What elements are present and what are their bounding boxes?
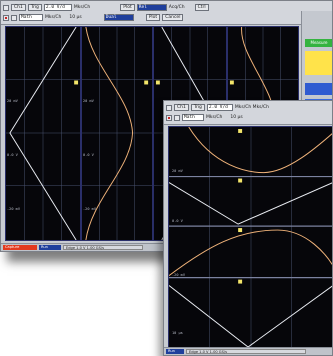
status-bar: Run Edge 1.0 V 1.00 GS/s xyxy=(164,347,332,355)
trace-orange-2 xyxy=(85,27,134,240)
record-icon[interactable] xyxy=(3,14,9,21)
plot-panel-1[interactable] xyxy=(5,26,81,241)
stacked-plot-svg xyxy=(169,127,332,347)
channel-button[interactable]: Ch1 xyxy=(11,4,26,11)
marker-3 xyxy=(155,80,160,85)
grid-label: -20 mV xyxy=(172,273,185,277)
run-status: Run xyxy=(166,349,184,354)
channel-icon[interactable] xyxy=(3,4,9,11)
marker-1 xyxy=(74,80,79,85)
marker-b xyxy=(238,178,243,183)
trigger-status: Edge 1.0 V 1.00 GS/s xyxy=(63,245,143,250)
dual-field[interactable]: Dual xyxy=(103,14,134,21)
plot-panel-2[interactable] xyxy=(81,26,153,241)
marker-c xyxy=(238,228,243,233)
scale-field[interactable]: 2.0 V/d xyxy=(43,4,72,11)
acq-label: Acq/Ch xyxy=(168,5,185,10)
stop-icon[interactable] xyxy=(11,14,17,21)
stop-icon[interactable] xyxy=(174,114,180,121)
timebase-label: 10 μs xyxy=(230,115,243,120)
run-status: Run xyxy=(39,245,61,250)
plot-button[interactable]: Plot xyxy=(120,4,135,11)
toolbar-row-2: Math Mks/Ch 10 μs xyxy=(166,113,243,122)
ctrl-button[interactable]: Ctrl xyxy=(194,4,209,11)
yellow-panel[interactable] xyxy=(305,51,332,75)
plot-panel-stacked[interactable] xyxy=(168,126,332,348)
channel-icon[interactable] xyxy=(166,104,172,111)
marks-label-2: Mks/Ch xyxy=(45,15,62,20)
grid-label: 20 mV xyxy=(172,169,183,173)
grid-label: -20 mV xyxy=(83,207,96,211)
trigger-button[interactable]: Trig xyxy=(27,4,42,11)
marks-label: Mks/Ch Mks/Ch xyxy=(234,105,270,110)
marker-d xyxy=(238,279,243,284)
grid-label: 0.0 V xyxy=(172,219,183,223)
trace-white-b xyxy=(169,182,332,225)
toolbar: Ch1 Trig 2.0 V/d Mks/Ch Plot Rel Acq/Ch … xyxy=(1,1,332,25)
trace-orange-c xyxy=(169,229,332,277)
grid-label: 20 mV xyxy=(83,99,94,103)
marks-label: Mks/Ch xyxy=(73,5,91,10)
marker-4 xyxy=(229,80,234,85)
record-icon[interactable] xyxy=(166,114,172,121)
blue-panel[interactable] xyxy=(305,83,332,95)
scale-field[interactable]: 2.0 V/d xyxy=(206,104,233,111)
timebase-label: 10 μs xyxy=(69,15,82,20)
grid-label: 0.0 V xyxy=(83,153,94,157)
trigger-status: Edge 1.0 V 1.00 GS/s xyxy=(186,349,306,354)
trace-white-1 xyxy=(9,27,77,240)
cancel-button[interactable]: Cancel xyxy=(162,14,184,21)
grid-label: -20 mV xyxy=(7,207,20,211)
rel-field[interactable]: Rel xyxy=(136,4,167,11)
marker-2 xyxy=(144,80,149,85)
measure-tab[interactable]: Measure xyxy=(305,39,332,47)
toolbar: Ch1 Trig 2.0 V/d Mks/Ch Mks/Ch Math Mks/… xyxy=(164,101,332,125)
toolbar-row-1: Ch1 Trig 2.0 V/d Mks/Ch Plot Rel Acq/Ch … xyxy=(3,3,209,12)
capture-status: Capture xyxy=(3,245,37,250)
plot-1-svg xyxy=(6,27,80,240)
scope-window-front: Ch1 Trig 2.0 V/d Mks/Ch Mks/Ch Math Mks/… xyxy=(163,100,333,356)
trace-white-d xyxy=(169,285,332,347)
trace-orange-a xyxy=(188,127,332,174)
plot-button-2[interactable]: Plot xyxy=(145,14,161,21)
grid-label: 0.0 V xyxy=(7,153,18,157)
channel-button[interactable]: Ch1 xyxy=(174,104,189,111)
math-field[interactable]: Math xyxy=(19,14,43,21)
trigger-button[interactable]: Trig xyxy=(190,104,205,111)
grid-label: 20 mV xyxy=(7,99,18,103)
sidebar: Measure Auto xyxy=(301,11,332,111)
grid-label: 10 μs xyxy=(172,331,183,335)
toolbar-row-2: Math Mks/Ch 10 μs Dual Plot Cancel xyxy=(3,13,184,22)
marker-a xyxy=(238,128,243,133)
marks-label-2: Mks/Ch xyxy=(206,115,223,120)
plot-2-svg xyxy=(82,27,152,240)
toolbar-row-1: Ch1 Trig 2.0 V/d Mks/Ch Mks/Ch xyxy=(166,103,269,112)
math-field[interactable]: Math xyxy=(182,114,204,121)
